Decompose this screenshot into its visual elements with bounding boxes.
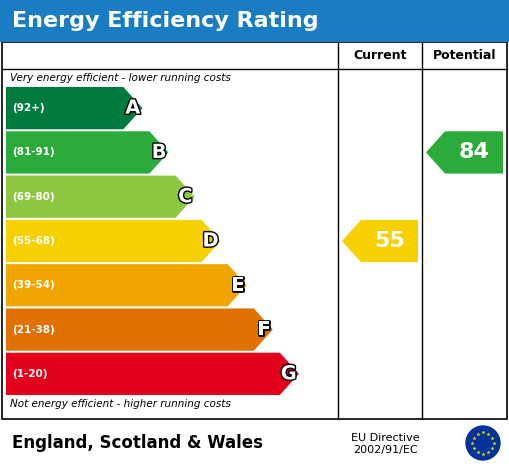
Text: EU Directive: EU Directive xyxy=(351,433,419,443)
Text: C: C xyxy=(178,187,192,206)
Circle shape xyxy=(466,426,500,460)
Text: 55: 55 xyxy=(374,231,405,251)
Polygon shape xyxy=(6,87,143,129)
Bar xyxy=(2,42,507,419)
Text: (81-91): (81-91) xyxy=(12,148,54,157)
Text: Very energy efficient - lower running costs: Very energy efficient - lower running co… xyxy=(10,73,231,83)
Text: England, Scotland & Wales: England, Scotland & Wales xyxy=(12,434,263,452)
Bar xyxy=(0,0,509,42)
Text: E: E xyxy=(232,276,245,295)
Polygon shape xyxy=(6,220,220,262)
Text: (39-54): (39-54) xyxy=(12,280,55,290)
Polygon shape xyxy=(426,131,503,174)
Polygon shape xyxy=(6,353,299,395)
Text: D: D xyxy=(203,232,219,250)
Text: 2002/91/EC: 2002/91/EC xyxy=(353,445,417,455)
Text: (92+): (92+) xyxy=(12,103,45,113)
Text: Potential: Potential xyxy=(433,49,496,62)
Text: Not energy efficient - higher running costs: Not energy efficient - higher running co… xyxy=(10,399,231,409)
Text: B: B xyxy=(152,143,166,162)
Text: 84: 84 xyxy=(459,142,490,163)
Text: A: A xyxy=(125,99,140,118)
Polygon shape xyxy=(342,220,418,262)
Text: F: F xyxy=(258,320,271,339)
Text: Energy Efficiency Rating: Energy Efficiency Rating xyxy=(12,11,319,31)
Polygon shape xyxy=(6,176,194,218)
Text: (55-68): (55-68) xyxy=(12,236,55,246)
Polygon shape xyxy=(6,264,247,306)
Text: G: G xyxy=(281,364,297,383)
Text: (69-80): (69-80) xyxy=(12,192,54,202)
Polygon shape xyxy=(6,308,273,351)
Text: (1-20): (1-20) xyxy=(12,369,47,379)
Polygon shape xyxy=(6,131,168,174)
Text: Current: Current xyxy=(353,49,407,62)
Text: (21-38): (21-38) xyxy=(12,325,55,334)
